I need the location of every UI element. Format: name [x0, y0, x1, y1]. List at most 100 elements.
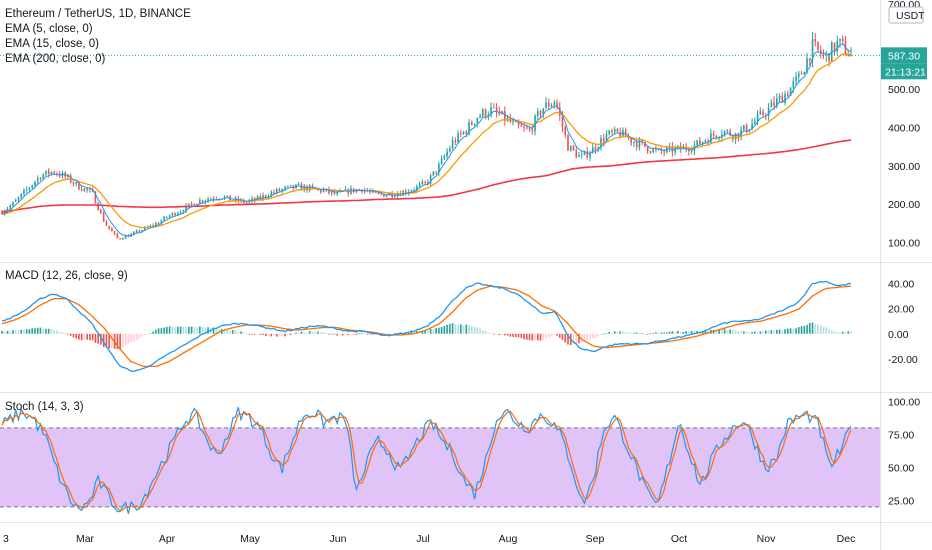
ema200-line — [1, 139, 852, 213]
ema15-legend[interactable]: EMA (15, close, 0) — [5, 38, 99, 50]
macd-histogram-bar — [797, 327, 800, 334]
candle-body — [663, 151, 665, 153]
candle-body — [234, 198, 237, 201]
macd-histogram-bar — [803, 325, 806, 334]
macd-histogram-bar — [72, 333, 75, 338]
macd-histogram-bar — [668, 331, 671, 334]
candle-body — [171, 213, 174, 216]
candle-body — [545, 102, 547, 109]
macd-histogram-bar — [457, 324, 459, 334]
macd-histogram-bar — [297, 332, 300, 334]
candle-body — [31, 185, 34, 188]
candle-body — [166, 216, 168, 218]
macd-histogram-bar — [789, 328, 792, 334]
macd-histogram-bar — [770, 330, 773, 334]
macd-histogram-bar — [751, 332, 753, 334]
candle-body — [454, 140, 457, 143]
candle-body — [479, 115, 481, 118]
macd-histogram-bar — [795, 328, 797, 334]
candle-body — [138, 230, 141, 232]
price-tag — [881, 47, 927, 64]
ema5-legend[interactable]: EMA (5, close, 0) — [5, 23, 93, 35]
macd-histogram-bar — [561, 333, 564, 340]
price-axis[interactable]: 100.00 200.00 300.00 400.00 500.00 700.00USDT… — [3, 0, 927, 545]
macd-histogram-bar — [723, 328, 726, 334]
candle-body — [45, 170, 47, 175]
macd-title[interactable]: MACD (12, 26, close, 9) — [5, 270, 128, 282]
macd-histogram-bar — [116, 333, 119, 349]
macd-histogram-bar — [685, 331, 687, 334]
price-panel[interactable] — [0, 31, 880, 240]
macd-histogram-bar — [130, 333, 132, 343]
candle-body — [674, 147, 676, 153]
macd-histogram-bar — [520, 333, 523, 338]
candle-body — [660, 148, 663, 152]
macd-histogram-bar — [166, 326, 168, 334]
macd-histogram-bar — [611, 332, 613, 334]
candle-body — [597, 147, 600, 151]
macd-histogram-bar — [34, 328, 36, 334]
candle-body — [594, 147, 597, 151]
macd-histogram-bar — [674, 331, 676, 334]
macd-histogram-bar — [427, 330, 429, 334]
macd-histogram-bar — [534, 333, 536, 340]
candle-body — [421, 181, 424, 185]
candle-body — [429, 175, 432, 184]
macd-histogram-bar — [836, 332, 839, 334]
candle-body — [199, 200, 201, 204]
macd-histogram-bar — [28, 329, 31, 334]
candle-body — [380, 193, 382, 195]
candle-body — [163, 216, 165, 221]
macd-histogram-bar — [231, 330, 234, 334]
ema200-legend[interactable]: EMA (200, close, 0) — [5, 53, 106, 65]
candle-body — [446, 151, 448, 157]
candle-body — [460, 133, 462, 135]
macd-panel[interactable] — [1, 280, 852, 373]
macd-histogram-bar — [589, 333, 591, 340]
macd-histogram-bar — [177, 326, 179, 334]
candle-body — [270, 192, 273, 197]
macd-histogram-bar — [715, 329, 718, 334]
macd-histogram-bar — [223, 329, 226, 334]
macd-tick-label: -20.00 — [888, 354, 918, 366]
macd-histogram-bar — [229, 330, 231, 334]
macd-histogram-bar — [380, 333, 382, 336]
macd-legend: MACD (12, 26, close, 9) — [5, 269, 128, 284]
macd-histogram-bar — [721, 329, 723, 334]
macd-histogram-bar — [476, 327, 479, 334]
macd-histogram-bar — [586, 333, 589, 341]
chart-title[interactable]: Ethereum / TetherUS, 1D, BINANCE — [5, 8, 191, 20]
candle-body — [715, 135, 718, 138]
time-tick-label: Apr — [159, 533, 176, 545]
macd-histogram-bar — [841, 331, 844, 334]
candle-body — [710, 133, 712, 143]
macd-histogram-bar — [732, 329, 734, 334]
macd-histogram-bar — [86, 333, 88, 340]
candle-body — [297, 184, 300, 186]
macd-histogram-bar — [850, 331, 852, 334]
macd-histogram-bar — [39, 327, 42, 334]
macd-histogram-bar — [578, 333, 580, 344]
candle-body — [50, 171, 53, 175]
time-tick-label: May — [240, 533, 261, 545]
candle-body — [786, 93, 789, 96]
candle-body — [322, 189, 325, 192]
candle-body — [836, 40, 839, 52]
macd-histogram-bar — [517, 333, 520, 338]
candle-body — [14, 200, 17, 202]
macd-histogram-bar — [69, 333, 72, 336]
candle-body — [699, 140, 701, 144]
macd-histogram-bar — [814, 323, 817, 334]
candle-body — [204, 200, 207, 203]
macd-histogram-bar — [245, 333, 248, 334]
candle-body — [630, 138, 633, 143]
stoch-panel[interactable] — [0, 407, 880, 514]
stoch-title[interactable]: Stoch (14, 3, 3) — [5, 401, 84, 413]
candle-body — [690, 150, 693, 152]
macd-histogram-bar — [341, 333, 344, 336]
candle-body — [589, 153, 591, 158]
macd-histogram-bar — [556, 333, 558, 336]
macd-histogram-bar — [58, 331, 61, 334]
macd-histogram-bar — [616, 331, 619, 334]
